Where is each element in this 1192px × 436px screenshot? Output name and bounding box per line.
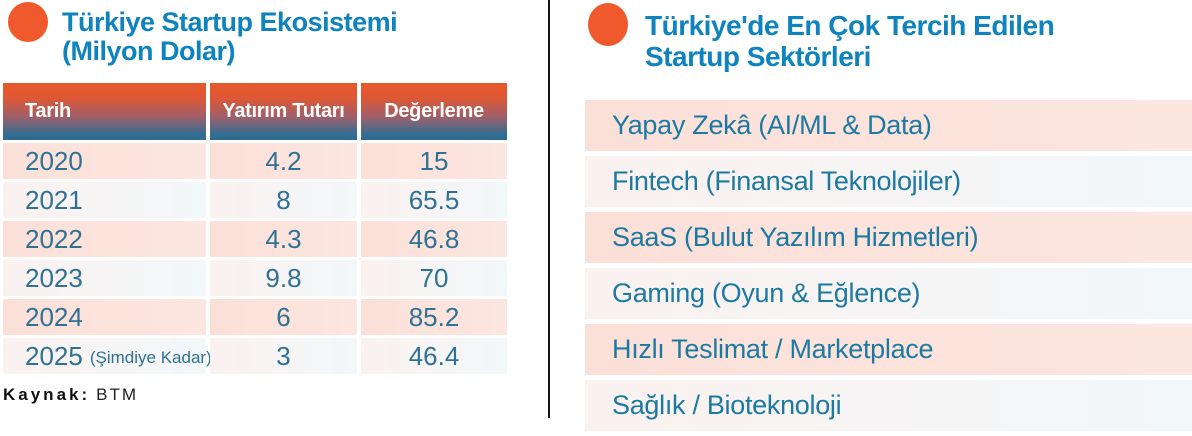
sector-list: Yapay Zekâ (AI/ML & Data) Fintech (Finan… (585, 100, 1192, 436)
source-label: Kaynak: (3, 385, 91, 404)
right-panel-title-line1: Türkiye'de En Çok Tercih Edilen (645, 10, 1055, 41)
startup-infographic: Türkiye Startup Ekosistemi (Milyon Dolar… (3, 0, 1192, 431)
table-cell-valuation: 46.8 (361, 221, 507, 257)
year-label: 2021 (25, 184, 83, 215)
year-label: 2025 (25, 340, 83, 371)
table-row-year: 2021 (3, 182, 206, 218)
table-cell-valuation: 70 (361, 260, 507, 296)
year-label: 2023 (25, 262, 83, 293)
list-item-hizli-teslimat: Hızlı Teslimat / Marketplace (585, 324, 1192, 375)
table-cell-investment: 9.8 (210, 260, 357, 296)
list-item-yapay-zeka: Yapay Zekâ (AI/ML & Data) (585, 100, 1192, 151)
list-item-gaming: Gaming (Oyun & Eğlence) (585, 268, 1192, 319)
left-panel-title-line1: Türkiye Startup Ekosistemi (62, 7, 398, 37)
left-panel-title: Türkiye Startup Ekosistemi (Milyon Dolar… (62, 7, 398, 66)
right-panel-title-line2: Startup Sektörleri (645, 41, 871, 73)
table-cell-investment: 3 (210, 338, 357, 374)
startup-ecosystem-table: Tarih Yatırım Tutarı Değerleme 2020 4.2 … (3, 83, 507, 374)
table-cell-investment: 8 (210, 182, 357, 218)
table-row-year: 2025 (Şimdiye Kadar) (3, 338, 212, 374)
orange-dot-icon (588, 3, 628, 46)
list-item-fintech: Fintech (Finansal Teknolojiler) (585, 156, 1192, 207)
table-cell-valuation: 15 (361, 143, 507, 179)
panel-divider (548, 0, 550, 418)
year-label: 2024 (25, 301, 83, 332)
table-cell-valuation: 85.2 (361, 299, 507, 335)
table-row-year: 2020 (3, 143, 206, 179)
year-label: 2020 (25, 145, 83, 176)
source-line: Kaynak: BTM (3, 385, 138, 405)
table-cell-investment: 4.2 (210, 143, 357, 179)
table-cell-valuation: 65.5 (361, 182, 507, 218)
table-cell-investment: 6 (210, 299, 357, 335)
table-row-year: 2023 (3, 260, 206, 296)
table-header-yatirim-tutari: Yatırım Tutarı (210, 83, 357, 140)
list-item-saglik: Sağlık / Bioteknoloji (585, 380, 1192, 431)
source-value: BTM (96, 385, 139, 404)
orange-dot-icon (8, 2, 48, 42)
left-panel-title-line2: (Milyon Dolar) (62, 35, 236, 66)
table-header-degerleme: Değerleme (361, 83, 507, 140)
year-note: (Şimdiye Kadar) (89, 348, 212, 367)
table-row-year: 2022 (3, 221, 206, 257)
table-cell-investment: 4.3 (210, 221, 357, 257)
table-row-year: 2024 (3, 299, 206, 335)
table-cell-valuation: 46.4 (361, 338, 507, 374)
list-item-saas: SaaS (Bulut Yazılım Hizmetleri) (585, 212, 1192, 263)
right-panel-title: Türkiye'de En Çok Tercih Edilen Startup … (645, 10, 1055, 73)
table-header-tarih: Tarih (3, 83, 206, 140)
year-label: 2022 (25, 223, 83, 254)
